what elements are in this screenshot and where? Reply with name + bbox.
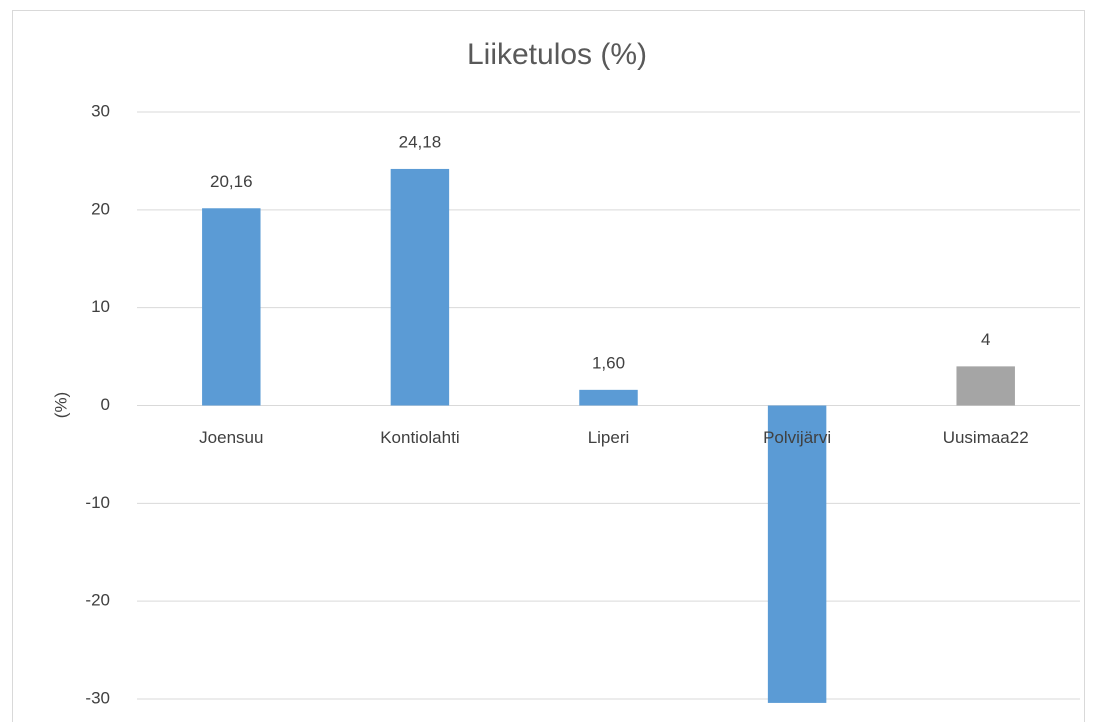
x-tick-label: Liperi [588, 428, 630, 447]
y-tick-label: 20 [91, 199, 110, 218]
data-label: 20,16 [210, 172, 253, 191]
bar [579, 389, 638, 406]
x-tick-label: Joensuu [199, 428, 263, 447]
bar [767, 405, 827, 703]
chart-title: Liiketulos (%) [467, 38, 647, 71]
y-axis-title: (%) [51, 392, 70, 418]
y-tick-label: 0 [101, 395, 110, 414]
bar [390, 168, 450, 406]
x-tick-label: Kontiolahti [380, 428, 459, 447]
y-tick-label: -10 [85, 493, 110, 512]
data-label: 24,18 [399, 132, 442, 151]
chart-frame [12, 10, 1085, 722]
data-label: 1,60 [592, 353, 625, 372]
y-tick-label: -30 [85, 688, 110, 707]
bar [202, 208, 261, 406]
data-label: 4 [981, 330, 990, 349]
x-tick-label: Polvijärvi [763, 428, 831, 447]
y-tick-label: 10 [91, 297, 110, 316]
y-tick-label: 30 [91, 101, 110, 120]
bar [956, 366, 1015, 406]
y-tick-label: -20 [85, 591, 110, 610]
x-tick-label: Uusimaa22 [943, 428, 1029, 447]
